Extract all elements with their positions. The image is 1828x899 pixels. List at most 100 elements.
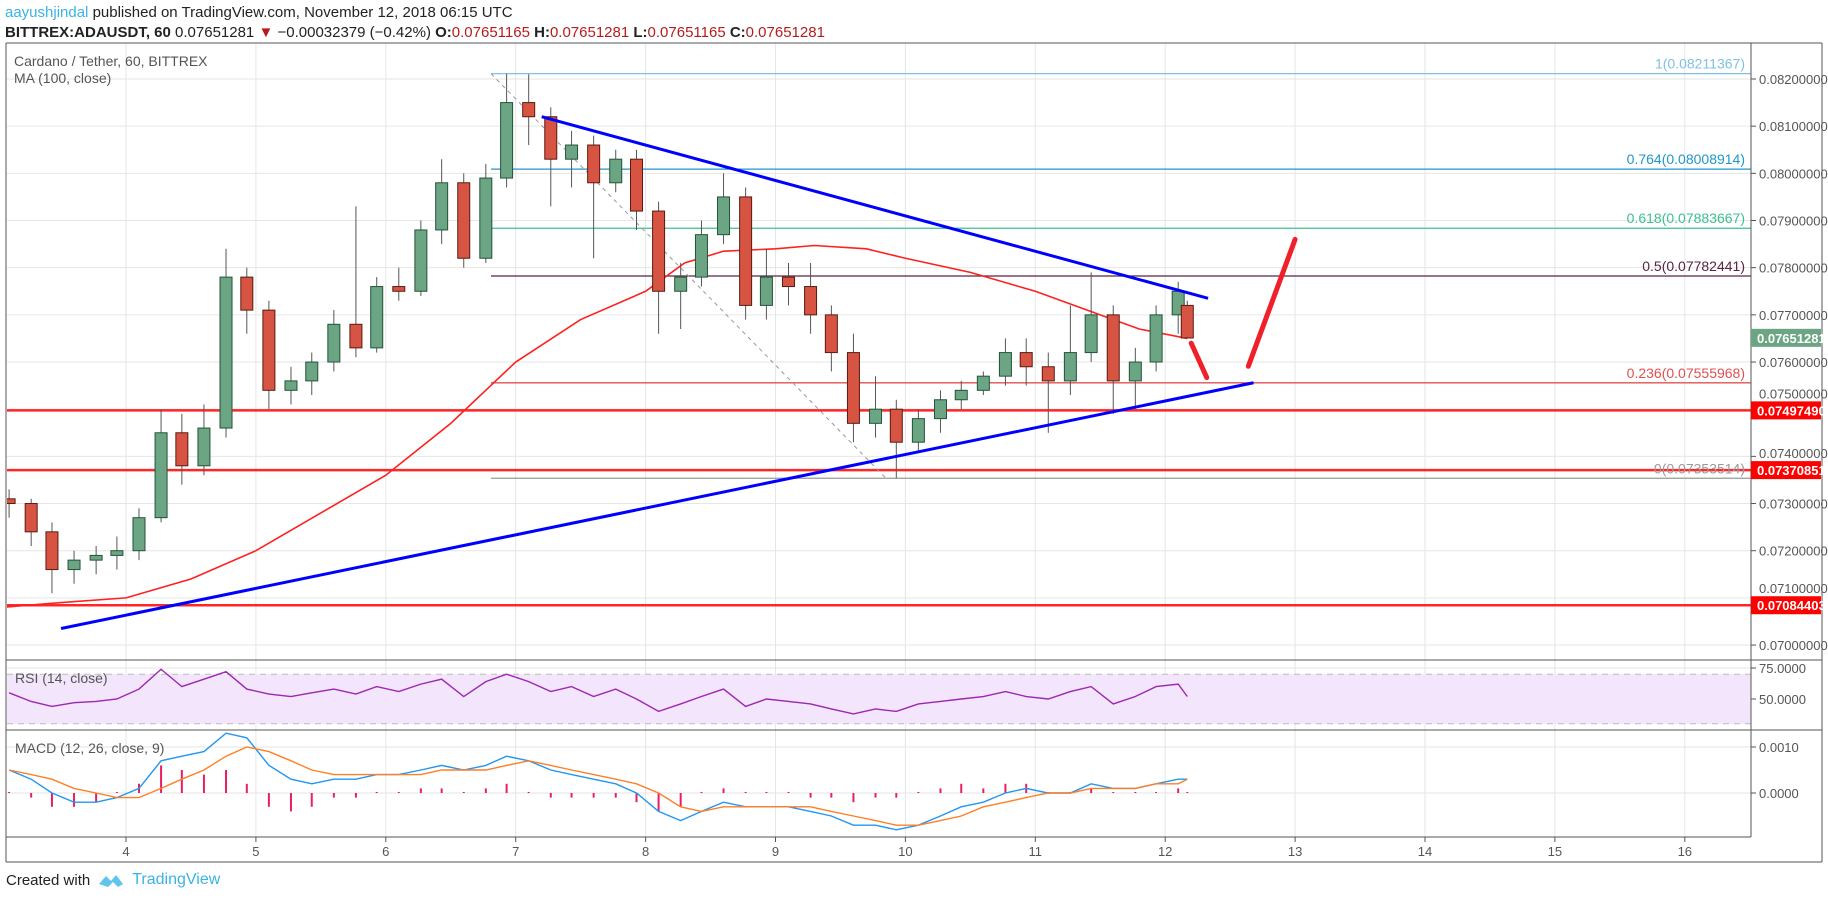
rsi-tick-label: 75.0000 (1759, 661, 1806, 676)
candle-body (674, 276, 688, 292)
candle-body (370, 286, 384, 349)
chart-title: Cardano / Tether, 60, BITTREX (14, 53, 208, 69)
price-tick-label: 0.07800000 (1759, 261, 1828, 276)
candle-body (889, 408, 903, 443)
candle-body (652, 210, 666, 292)
candle-body (132, 517, 146, 552)
rsi-tick-label: 50.0000 (1759, 692, 1806, 707)
price-tick-label: 0.08000000 (1759, 166, 1828, 181)
candle-body (89, 554, 103, 561)
main-pane: 1(0.08211367) 0.764(0.08008914) 0.618(0.07… (7, 56, 1751, 630)
time-tick-label: 4 (122, 844, 129, 859)
candle-body (67, 559, 81, 571)
time-tick-label: 15 (1548, 844, 1562, 859)
ma-legend: MA (100, close) (14, 70, 111, 86)
macd-legend: MACD (12, 26, close, 9) (15, 740, 164, 756)
ma100-line (7, 244, 1188, 608)
open-label: O: (435, 24, 452, 41)
time-tick-label: 11 (1029, 844, 1043, 859)
triangle-down-icon: ▼ (258, 24, 274, 41)
time-tick-label: 9 (772, 844, 779, 859)
price-tick-label: 0.07700000 (1759, 308, 1828, 323)
candle-body (392, 286, 406, 292)
candle-body (739, 196, 753, 306)
tradingview-link[interactable]: TradingView (132, 871, 221, 888)
rsi-pane (7, 668, 1751, 725)
candle-body (1063, 352, 1077, 382)
candle-body (435, 182, 449, 231)
candle-body (781, 276, 795, 288)
candle-body (1041, 366, 1055, 382)
candle-body (1084, 314, 1098, 354)
time-tick-label: 12 (1158, 844, 1172, 859)
open-value: 0.07651165 (451, 24, 530, 41)
price-change: −0.00032379 (−0.42%) (277, 24, 431, 41)
candle-body (954, 389, 968, 401)
price-tick-label: 0.08200000 (1759, 72, 1828, 87)
rsi-line (8, 668, 1188, 715)
trendline (60, 381, 1254, 630)
candle-body (1180, 304, 1194, 339)
candle-body (197, 427, 211, 467)
level-badge-label: 0.07497490 (1757, 403, 1826, 418)
trendline (541, 115, 1209, 300)
candle-body (933, 399, 947, 420)
last-price-badge (1751, 328, 1821, 347)
publish-info: aayushjindal published on TradingView.co… (5, 4, 513, 21)
time-tick-label: 6 (382, 844, 389, 859)
rsi-band (7, 674, 1751, 724)
candle-body (24, 503, 38, 533)
candle-body (694, 234, 708, 278)
created-with-text: Created with (6, 871, 91, 889)
candle-body (1106, 314, 1120, 382)
time-tick-label: 8 (642, 844, 649, 859)
projection-stroke (1245, 236, 1298, 369)
candle-body (175, 432, 189, 467)
tradingview-logo-icon (99, 875, 124, 887)
close-label: C: (729, 24, 746, 41)
symbol-info: BITTREX:ADAUSDT, 60 0.07651281 ▼ −0.0003… (5, 24, 825, 41)
fib-level-label: 0.618(0.07883667) (1627, 210, 1745, 226)
projection-stroke (1188, 340, 1210, 381)
candle-body (262, 309, 276, 391)
candle-body (630, 158, 644, 212)
candle-body (998, 352, 1012, 377)
price-tick-label: 0.07500000 (1759, 386, 1828, 401)
author-link[interactable]: aayushjindal (5, 4, 89, 21)
candle-body (154, 432, 168, 519)
high-value: 0.07651281 (549, 24, 630, 41)
time-tick-label: 10 (898, 844, 912, 859)
time-tick-label: 5 (252, 844, 259, 859)
macd-line (8, 732, 1188, 831)
candle-body (869, 408, 883, 424)
candle-body (45, 531, 59, 571)
rsi-legend: RSI (14, close) (15, 670, 108, 686)
candle-body (1128, 361, 1142, 382)
fib-level-label: 0.5(0.07782441) (1642, 258, 1745, 274)
candle-body (846, 352, 860, 424)
footer: Created with TradingView (6, 871, 220, 889)
high-label: H: (534, 24, 550, 41)
candle-body (565, 144, 579, 160)
level-badge (1751, 461, 1821, 480)
price-tick-label: 0.07200000 (1759, 544, 1828, 559)
candle-body (911, 418, 925, 443)
fib-level-label: 1(0.08211367) (1655, 56, 1745, 72)
fib-level-label: 0.764(0.08008914) (1627, 151, 1745, 167)
price-tick-label: 0.07100000 (1759, 581, 1828, 596)
candle-body (544, 116, 558, 160)
candle-body (500, 102, 514, 179)
macd-tick-label: 0.0000 (1759, 786, 1799, 801)
candle-body (587, 144, 601, 184)
level-badge-label: 0.07370851 (1757, 463, 1826, 478)
fib-trend-line (490, 73, 887, 479)
symbol-label: BITTREX:ADAUSDT, 60 (5, 24, 171, 41)
axes: 0.07000000 0.07100000 0.07200000 0.07300000… (122, 72, 1827, 859)
time-tick-label: 13 (1288, 844, 1302, 859)
candle-body (759, 276, 773, 306)
frame (5, 42, 1823, 863)
candle-body (305, 361, 319, 382)
fib-level-label: 0(0.07353514) (1654, 460, 1745, 476)
price-tick-label: 0.07900000 (1759, 214, 1828, 229)
